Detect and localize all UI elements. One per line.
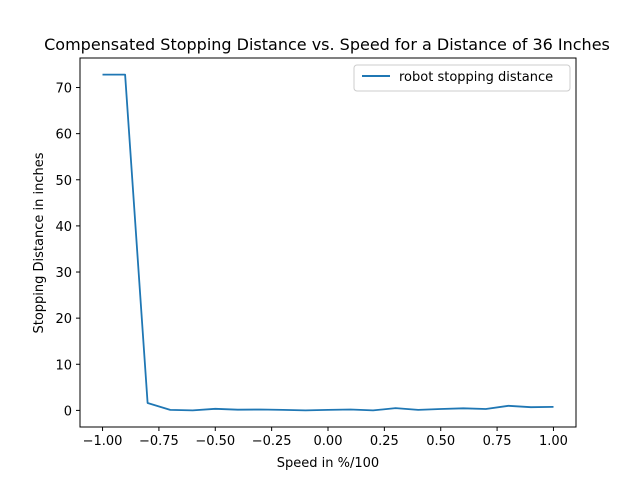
x-tick-label: 0.25 [370, 434, 399, 449]
y-tick-label: 40 [55, 220, 72, 235]
y-tick-label: 20 [55, 312, 72, 327]
y-tick-label: 0 [64, 404, 72, 419]
x-tick-label: −0.25 [252, 434, 292, 449]
chart-title: Compensated Stopping Distance vs. Speed … [44, 35, 610, 54]
x-tick-label: 0.75 [483, 434, 512, 449]
y-tick-label: 60 [55, 128, 72, 143]
x-axis-label: Speed in %/100 [277, 456, 379, 471]
plot-area [102, 73, 554, 412]
x-tick-label: −1.00 [83, 434, 123, 449]
x-tick-label: −0.50 [195, 434, 235, 449]
x-tick-label: −0.75 [139, 434, 179, 449]
y-tick-label: 10 [55, 358, 72, 373]
y-axis: 0 10 20 30 40 50 60 70 [55, 82, 80, 419]
x-axis: −1.00 −0.75 −0.50 −0.25 0.00 0.25 0.50 0.75 1.00 [83, 427, 568, 449]
y-tick-label: 50 [55, 174, 72, 189]
y-tick-label: 30 [55, 266, 72, 281]
x-tick-label: 1.00 [539, 434, 568, 449]
y-tick-label: 70 [55, 82, 72, 97]
legend: robot stopping distance [353, 64, 571, 92]
legend-box [353, 64, 571, 92]
y-axis-label: Stopping Distance in inches [32, 152, 47, 333]
x-tick-label: 0.00 [314, 434, 343, 449]
series-line [102, 73, 554, 412]
axes-frame [79, 57, 577, 428]
legend-label: robot stopping distance [399, 70, 553, 85]
x-tick-label: 0.50 [426, 434, 455, 449]
